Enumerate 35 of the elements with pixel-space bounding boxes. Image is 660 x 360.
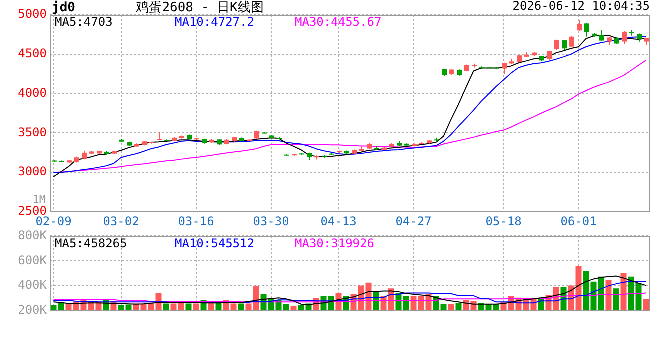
- x-tick-label: 04-13: [320, 214, 357, 228]
- text: MA10:4727.2: [175, 15, 254, 30]
- candlestick: [599, 30, 604, 42]
- text: MA30:4455.67: [295, 15, 382, 30]
- x-tick-label: 03-02: [103, 214, 140, 228]
- text: MA30:319926: [295, 236, 374, 250]
- candlestick: [554, 39, 559, 51]
- y-tick-label: 800K: [18, 228, 48, 242]
- candlestick: [577, 19, 582, 32]
- candlestick: [584, 22, 589, 38]
- y-tick-label: 4000: [18, 86, 47, 100]
- candlestick: [569, 36, 574, 48]
- y-tick-label: 4500: [18, 46, 47, 61]
- x-tick-label: 03-30: [253, 214, 290, 228]
- text: MA5:458265: [55, 236, 128, 250]
- text: 1M: [32, 192, 46, 206]
- candlestick: [622, 31, 627, 45]
- x-tick-label: 03-16: [178, 214, 214, 228]
- y-tick-label: 200K: [18, 303, 48, 318]
- y-tick-label: 5000: [18, 7, 47, 22]
- y-tick-label: 3500: [18, 125, 47, 140]
- x-tick-label: 04-27: [396, 214, 432, 228]
- annotation: jd0: [52, 0, 76, 16]
- text: 2026-06-12 10:04:35: [512, 0, 650, 14]
- text: MA10:545512: [175, 236, 254, 250]
- y-tick-label: 400K: [18, 278, 48, 292]
- x-tick-label: 06-01: [560, 214, 597, 228]
- chart-title: 鸡蛋2608 - 日K线图: [135, 0, 264, 16]
- y-tick-label: 600K: [18, 253, 48, 268]
- candlestick: [547, 50, 552, 60]
- x-tick-label: 02-09: [36, 214, 72, 228]
- x-tick-label: 05-18: [486, 214, 522, 228]
- y-tick-label: 3000: [18, 164, 47, 179]
- candlestick: [562, 40, 567, 51]
- text: MA5:4703: [55, 15, 113, 30]
